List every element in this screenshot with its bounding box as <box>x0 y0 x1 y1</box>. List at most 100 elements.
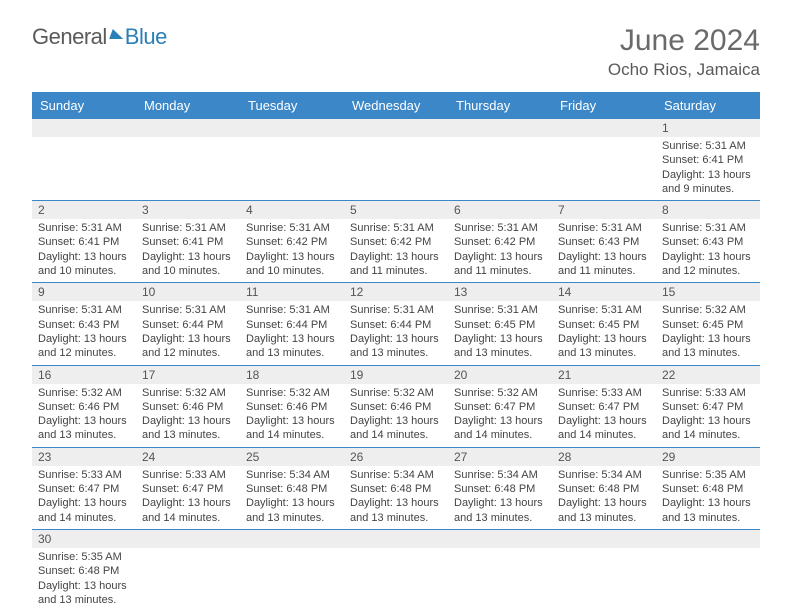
day-details: Sunrise: 5:35 AMSunset: 6:48 PMDaylight:… <box>656 466 760 529</box>
sunrise-line: Sunrise: 5:31 AM <box>558 303 650 317</box>
day-number: 9 <box>32 283 136 301</box>
day-details <box>344 548 448 604</box>
day-details: Sunrise: 5:31 AMSunset: 6:44 PMDaylight:… <box>240 301 344 364</box>
daylight-line: Daylight: 13 hours and 10 minutes. <box>246 250 338 279</box>
day-number: 11 <box>240 283 344 301</box>
daylight-line: Daylight: 13 hours and 14 minutes. <box>142 496 234 525</box>
day-cell: 22Sunrise: 5:33 AMSunset: 6:47 PMDayligh… <box>656 365 760 447</box>
sunset-line: Sunset: 6:48 PM <box>38 564 130 578</box>
day-cell <box>344 119 448 201</box>
day-cell: 25Sunrise: 5:34 AMSunset: 6:48 PMDayligh… <box>240 447 344 529</box>
day-number <box>448 119 552 137</box>
sunset-line: Sunset: 6:47 PM <box>454 400 546 414</box>
day-number: 10 <box>136 283 240 301</box>
day-number: 23 <box>32 448 136 466</box>
day-number: 30 <box>32 530 136 548</box>
sunrise-line: Sunrise: 5:32 AM <box>454 386 546 400</box>
sunset-line: Sunset: 6:45 PM <box>558 318 650 332</box>
day-cell: 21Sunrise: 5:33 AMSunset: 6:47 PMDayligh… <box>552 365 656 447</box>
day-details <box>136 137 240 193</box>
daylight-line: Daylight: 13 hours and 13 minutes. <box>662 496 754 525</box>
day-cell: 14Sunrise: 5:31 AMSunset: 6:45 PMDayligh… <box>552 283 656 365</box>
day-number: 28 <box>552 448 656 466</box>
day-cell: 3Sunrise: 5:31 AMSunset: 6:41 PMDaylight… <box>136 201 240 283</box>
sunrise-line: Sunrise: 5:34 AM <box>350 468 442 482</box>
day-details: Sunrise: 5:31 AMSunset: 6:44 PMDaylight:… <box>136 301 240 364</box>
daylight-line: Daylight: 13 hours and 11 minutes. <box>454 250 546 279</box>
day-cell <box>136 529 240 611</box>
daylight-line: Daylight: 13 hours and 14 minutes. <box>350 414 442 443</box>
day-details <box>552 548 656 604</box>
day-cell: 16Sunrise: 5:32 AMSunset: 6:46 PMDayligh… <box>32 365 136 447</box>
day-cell <box>344 529 448 611</box>
day-number <box>448 530 552 548</box>
sunrise-line: Sunrise: 5:31 AM <box>142 303 234 317</box>
sunrise-line: Sunrise: 5:31 AM <box>246 303 338 317</box>
location-subtitle: Ocho Rios, Jamaica <box>608 60 760 80</box>
sunset-line: Sunset: 6:47 PM <box>558 400 650 414</box>
col-thursday: Thursday <box>448 92 552 119</box>
day-details: Sunrise: 5:32 AMSunset: 6:45 PMDaylight:… <box>656 301 760 364</box>
daylight-line: Daylight: 13 hours and 13 minutes. <box>454 496 546 525</box>
sunset-line: Sunset: 6:42 PM <box>246 235 338 249</box>
sunrise-line: Sunrise: 5:33 AM <box>142 468 234 482</box>
sunrise-line: Sunrise: 5:31 AM <box>454 221 546 235</box>
calendar-table: Sunday Monday Tuesday Wednesday Thursday… <box>32 92 760 611</box>
daylight-line: Daylight: 13 hours and 12 minutes. <box>662 250 754 279</box>
day-number: 19 <box>344 366 448 384</box>
day-details: Sunrise: 5:31 AMSunset: 6:41 PMDaylight:… <box>136 219 240 282</box>
day-details: Sunrise: 5:34 AMSunset: 6:48 PMDaylight:… <box>240 466 344 529</box>
daylight-line: Daylight: 13 hours and 13 minutes. <box>350 332 442 361</box>
sunrise-line: Sunrise: 5:32 AM <box>38 386 130 400</box>
day-cell: 29Sunrise: 5:35 AMSunset: 6:48 PMDayligh… <box>656 447 760 529</box>
day-number: 8 <box>656 201 760 219</box>
day-details: Sunrise: 5:31 AMSunset: 6:42 PMDaylight:… <box>448 219 552 282</box>
day-details <box>136 548 240 604</box>
day-number <box>32 119 136 137</box>
sunset-line: Sunset: 6:45 PM <box>454 318 546 332</box>
sunset-line: Sunset: 6:44 PM <box>350 318 442 332</box>
day-details <box>240 137 344 193</box>
daylight-line: Daylight: 13 hours and 10 minutes. <box>38 250 130 279</box>
day-details: Sunrise: 5:31 AMSunset: 6:43 PMDaylight:… <box>656 219 760 282</box>
day-details: Sunrise: 5:32 AMSunset: 6:46 PMDaylight:… <box>344 384 448 447</box>
day-number: 14 <box>552 283 656 301</box>
daylight-line: Daylight: 13 hours and 13 minutes. <box>38 414 130 443</box>
sunset-line: Sunset: 6:44 PM <box>142 318 234 332</box>
day-number: 7 <box>552 201 656 219</box>
logo-text-general: General <box>32 24 107 50</box>
daylight-line: Daylight: 13 hours and 13 minutes. <box>662 332 754 361</box>
col-sunday: Sunday <box>32 92 136 119</box>
week-row: 23Sunrise: 5:33 AMSunset: 6:47 PMDayligh… <box>32 447 760 529</box>
page-header: General Blue June 2024 Ocho Rios, Jamaic… <box>32 24 760 80</box>
day-cell: 4Sunrise: 5:31 AMSunset: 6:42 PMDaylight… <box>240 201 344 283</box>
day-details: Sunrise: 5:35 AMSunset: 6:48 PMDaylight:… <box>32 548 136 611</box>
day-cell <box>32 119 136 201</box>
day-number <box>240 119 344 137</box>
daylight-line: Daylight: 13 hours and 13 minutes. <box>142 414 234 443</box>
sunrise-line: Sunrise: 5:32 AM <box>246 386 338 400</box>
day-cell: 18Sunrise: 5:32 AMSunset: 6:46 PMDayligh… <box>240 365 344 447</box>
sunset-line: Sunset: 6:43 PM <box>662 235 754 249</box>
day-cell: 27Sunrise: 5:34 AMSunset: 6:48 PMDayligh… <box>448 447 552 529</box>
month-title: June 2024 <box>608 24 760 58</box>
day-cell: 7Sunrise: 5:31 AMSunset: 6:43 PMDaylight… <box>552 201 656 283</box>
day-number: 3 <box>136 201 240 219</box>
day-number: 1 <box>656 119 760 137</box>
daylight-line: Daylight: 13 hours and 13 minutes. <box>246 496 338 525</box>
day-details <box>448 548 552 604</box>
day-details: Sunrise: 5:33 AMSunset: 6:47 PMDaylight:… <box>656 384 760 447</box>
title-block: June 2024 Ocho Rios, Jamaica <box>608 24 760 80</box>
sunset-line: Sunset: 6:41 PM <box>662 153 754 167</box>
day-details: Sunrise: 5:31 AMSunset: 6:44 PMDaylight:… <box>344 301 448 364</box>
sunrise-line: Sunrise: 5:31 AM <box>662 139 754 153</box>
day-cell: 5Sunrise: 5:31 AMSunset: 6:42 PMDaylight… <box>344 201 448 283</box>
sunrise-line: Sunrise: 5:32 AM <box>350 386 442 400</box>
day-details <box>240 548 344 604</box>
daylight-line: Daylight: 13 hours and 12 minutes. <box>142 332 234 361</box>
sunset-line: Sunset: 6:48 PM <box>662 482 754 496</box>
day-details: Sunrise: 5:33 AMSunset: 6:47 PMDaylight:… <box>136 466 240 529</box>
sunrise-line: Sunrise: 5:33 AM <box>662 386 754 400</box>
day-details: Sunrise: 5:34 AMSunset: 6:48 PMDaylight:… <box>552 466 656 529</box>
day-cell <box>136 119 240 201</box>
